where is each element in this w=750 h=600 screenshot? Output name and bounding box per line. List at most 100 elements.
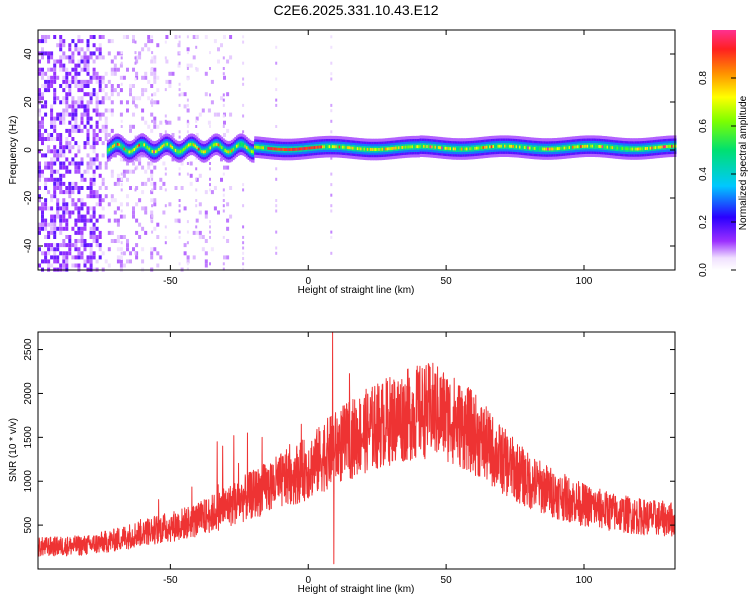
heatmap-noise-cell bbox=[144, 181, 148, 186]
heatmap-band-core bbox=[259, 146, 262, 149]
heatmap-noise-cell bbox=[92, 92, 96, 97]
heatmap-band-core bbox=[507, 144, 510, 148]
heatmap-noise-cell bbox=[119, 75, 123, 80]
heatmap-band-core bbox=[216, 142, 219, 146]
heatmap-band-core bbox=[378, 148, 381, 151]
heatmap-noise-cell bbox=[41, 137, 44, 141]
heatmap-band-core bbox=[439, 146, 442, 150]
heatmap-noise-cell bbox=[204, 190, 208, 195]
heatmap-noise-cell bbox=[101, 214, 105, 219]
heatmap-noise-cell bbox=[65, 165, 69, 170]
heatmap-noise-cell bbox=[74, 128, 78, 133]
heatmap-noise-cell bbox=[74, 247, 78, 252]
heatmap-noise-cell bbox=[77, 210, 81, 215]
heatmap-noise-cell bbox=[86, 133, 90, 137]
heatmap-noise-cell bbox=[62, 190, 66, 195]
heatmap-noise-cell bbox=[95, 259, 99, 264]
snr-x-tick-label: -50 bbox=[163, 575, 178, 586]
heatmap-streak-cell bbox=[178, 103, 181, 107]
heatmap-band-core bbox=[183, 148, 185, 151]
heatmap-band-core bbox=[267, 146, 270, 150]
heatmap-band-core bbox=[386, 147, 389, 151]
heatmap-band-core bbox=[330, 145, 333, 149]
snr-x-tick-label: 50 bbox=[441, 575, 453, 586]
heatmap-band-core bbox=[368, 148, 371, 151]
heatmap-noise-cell bbox=[38, 39, 41, 44]
heatmap-streak-cell bbox=[186, 262, 189, 266]
heatmap-band-core bbox=[444, 146, 447, 150]
heatmap-noise-cell bbox=[104, 120, 108, 125]
heatmap-noise-cell bbox=[153, 71, 157, 76]
heatmap-band-core bbox=[408, 145, 411, 149]
heatmap-streak-cell bbox=[134, 251, 137, 255]
heatmap-noise-cell bbox=[44, 79, 48, 84]
heatmap-streak-cell bbox=[178, 61, 181, 65]
heatmap-streak-cell bbox=[178, 167, 181, 171]
heatmap-noise-cell bbox=[95, 100, 99, 105]
heatmap-noise-cell bbox=[65, 202, 69, 207]
heatmap-streak-cell bbox=[178, 88, 181, 92]
heatmap-noise-cell bbox=[144, 230, 148, 235]
heatmap-band-core bbox=[384, 147, 387, 151]
heatmap-noise-cell bbox=[165, 120, 169, 125]
heatmap-noise-cell bbox=[113, 239, 117, 243]
heatmap-noise-cell bbox=[68, 120, 72, 125]
heatmap-noise-cell bbox=[159, 177, 163, 182]
heatmap-noise-cell bbox=[59, 177, 63, 182]
heatmap-noise-cell bbox=[110, 230, 114, 235]
heatmap-noise-cell bbox=[153, 247, 157, 252]
heatmap-noise-cell bbox=[95, 55, 99, 60]
heatmap-noise-cell bbox=[83, 92, 87, 97]
heatmap-noise-cell bbox=[56, 206, 60, 211]
heatmap-band-core bbox=[341, 145, 344, 149]
heatmap-noise-cell bbox=[95, 141, 99, 146]
heatmap-band-core bbox=[626, 147, 629, 151]
heatmap-noise-cell bbox=[41, 92, 44, 97]
heatmap-noise-cell bbox=[86, 67, 90, 72]
heatmap-noise-cell bbox=[74, 263, 78, 268]
heatmap-band-core bbox=[181, 149, 184, 153]
heatmap-noise-cell bbox=[41, 133, 44, 137]
heatmap-noise-cell bbox=[92, 88, 96, 93]
heatmap-noise-cell bbox=[98, 51, 102, 56]
heatmap-streak-cell bbox=[209, 235, 211, 239]
snr-y-tick-label: 2000 bbox=[23, 382, 34, 405]
heatmap-noise-cell bbox=[98, 235, 102, 239]
heatmap-noise-cell bbox=[144, 210, 148, 215]
heatmap-noise-cell bbox=[150, 169, 154, 174]
heatmap-noise-cell bbox=[201, 235, 205, 239]
heatmap-noise-cell bbox=[89, 177, 93, 182]
heatmap-streak-cell bbox=[164, 225, 167, 229]
snr-y-tick-label: 500 bbox=[23, 516, 34, 533]
heatmap-noise-cell bbox=[80, 161, 84, 166]
heatmap-noise-cell bbox=[38, 247, 41, 252]
heatmap-noise-cell bbox=[229, 214, 233, 219]
heatmap-noise-cell bbox=[126, 202, 129, 207]
heatmap-noise-cell bbox=[132, 96, 135, 101]
heatmap-streak-cell bbox=[222, 67, 225, 70]
heatmap-band-core bbox=[652, 146, 655, 150]
heatmap-noise-cell bbox=[38, 161, 41, 166]
heatmap-noise-cell bbox=[192, 230, 196, 235]
heatmap-band-core bbox=[494, 145, 497, 148]
heatmap-noise-cell bbox=[68, 92, 72, 97]
heatmap-band-core bbox=[284, 148, 286, 151]
heatmap-noise-cell bbox=[62, 255, 66, 260]
heatmap-noise-cell bbox=[180, 186, 184, 190]
heatmap-noise-cell bbox=[116, 235, 120, 239]
heatmap-noise-cell bbox=[138, 51, 142, 56]
heatmap-noise-cell bbox=[110, 100, 114, 105]
heatmap-noise-cell bbox=[107, 247, 111, 252]
heatmap-noise-cell bbox=[53, 186, 57, 190]
heatmap-noise-cell bbox=[92, 141, 96, 146]
heatmap-noise-cell bbox=[213, 206, 217, 211]
heatmap-streak-cell bbox=[275, 209, 278, 213]
snr-series-line bbox=[37, 331, 676, 565]
heatmap-band-core bbox=[576, 145, 579, 149]
heatmap-noise-cell bbox=[74, 67, 78, 72]
heatmap-band-core bbox=[406, 145, 409, 149]
heatmap-band-core bbox=[173, 147, 176, 151]
heatmap-band-core bbox=[467, 147, 470, 151]
heatmap-noise-cell bbox=[135, 165, 139, 170]
heatmap-noise-cell bbox=[92, 239, 96, 243]
